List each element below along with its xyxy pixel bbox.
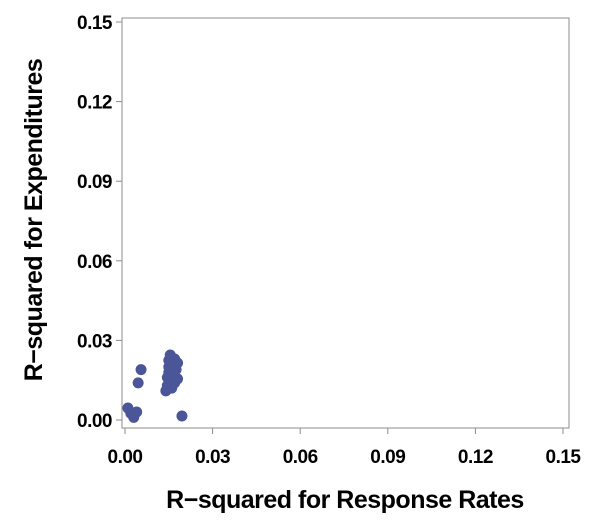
y-tick-label: 0.06 bbox=[77, 252, 112, 273]
x-axis-ticks bbox=[124, 428, 564, 434]
y-axis-ticks bbox=[116, 21, 122, 421]
scatter-point bbox=[176, 410, 188, 422]
y-tick-label: 0.15 bbox=[77, 13, 113, 34]
y-tick-label: 0.03 bbox=[77, 331, 112, 352]
y-axis-title: R−squared for Expenditures bbox=[20, 59, 48, 382]
scatter-point bbox=[135, 364, 147, 376]
x-axis-tick-labels: 0.00 0.03 0.06 0.09 0.12 0.15 bbox=[108, 447, 582, 468]
x-tick-label: 0.06 bbox=[283, 447, 318, 468]
x-tick-label: 0.03 bbox=[195, 447, 230, 468]
y-axis-tick-labels: 0.00 0.03 0.06 0.09 0.12 0.15 bbox=[77, 13, 113, 432]
scatter-point bbox=[172, 357, 184, 369]
x-tick-label: 0.09 bbox=[370, 447, 405, 468]
x-tick-label: 0.00 bbox=[108, 447, 143, 468]
y-tick-label: 0.00 bbox=[77, 411, 112, 432]
x-tick-label: 0.12 bbox=[458, 447, 493, 468]
scatter-point bbox=[131, 406, 143, 418]
y-tick-label: 0.09 bbox=[77, 172, 112, 193]
scatter-point bbox=[172, 373, 184, 385]
y-tick-label: 0.12 bbox=[77, 93, 112, 114]
x-tick-label: 0.15 bbox=[546, 447, 582, 468]
x-axis-title: R−squared for Response Rates bbox=[166, 486, 524, 514]
scatter-points bbox=[122, 349, 188, 423]
plot-frame bbox=[121, 17, 570, 429]
scatter-point bbox=[132, 377, 144, 389]
